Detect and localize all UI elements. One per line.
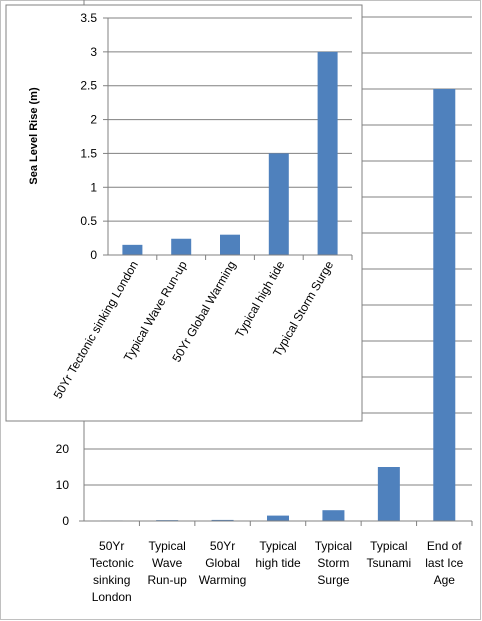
main-category-label: Typical high tide bbox=[255, 539, 301, 570]
main-category-label: 50Yr Tectonic sinking London bbox=[90, 539, 134, 604]
main-bar bbox=[433, 89, 456, 521]
inset-y-tick-label: 1.5 bbox=[80, 146, 97, 160]
inset-bar bbox=[171, 238, 192, 255]
inset-bar bbox=[220, 234, 240, 255]
inset-y-tick-label: 3.5 bbox=[80, 11, 97, 25]
inset-y-tick-label: 0 bbox=[90, 248, 97, 262]
inset-x-tick-marks bbox=[156, 255, 353, 260]
inset-gridlines bbox=[108, 17, 352, 222]
inset-chart: 00.511.522.533.5 50Yr Tectonic sinking L… bbox=[5, 4, 363, 422]
inset-bar bbox=[268, 153, 289, 255]
inset-y-axis-title: Sea Level Rise (m) bbox=[28, 87, 40, 185]
main-bars bbox=[100, 89, 456, 521]
inset-bar bbox=[317, 51, 338, 255]
main-category-label: Typical Wave Run-up bbox=[147, 539, 187, 587]
main-bar bbox=[322, 510, 345, 521]
inset-y-tick-label: 0.5 bbox=[80, 214, 97, 228]
main-category-label: End of last Ice Age bbox=[425, 539, 463, 587]
inset-y-tick-label: 2.5 bbox=[80, 79, 97, 93]
inset-chart-panel bbox=[5, 4, 363, 422]
main-category-label: Typical Tsunami bbox=[367, 539, 412, 570]
main-x-tick-marks bbox=[79, 520, 473, 526]
inset-bar bbox=[122, 244, 143, 255]
inset-y-tick-label: 3 bbox=[90, 45, 97, 59]
main-y-tick-labels: 0 10 20 bbox=[56, 442, 70, 528]
inset-bars bbox=[122, 51, 338, 255]
inset-y-tick-label: 2 bbox=[90, 113, 97, 127]
inset-y-tick-labels: 0 0.5 1 1.5 2 2.5 3 3.5 bbox=[80, 11, 108, 262]
main-y-tick-label: 20 bbox=[56, 442, 70, 456]
main-bar bbox=[211, 519, 234, 521]
main-category-label: 50Yr Global Warming bbox=[199, 539, 247, 587]
main-bar bbox=[377, 467, 400, 521]
main-bar bbox=[267, 515, 289, 521]
main-category-labels: 50Yr Tectonic sinking London Typical Wave Run-… bbox=[90, 539, 464, 604]
main-category-label: Typical Storm Surge bbox=[315, 539, 352, 587]
inset-y-tick-label: 1 bbox=[90, 180, 97, 194]
main-y-tick-label: 10 bbox=[56, 478, 70, 492]
main-y-tick-label: 0 bbox=[62, 514, 69, 528]
